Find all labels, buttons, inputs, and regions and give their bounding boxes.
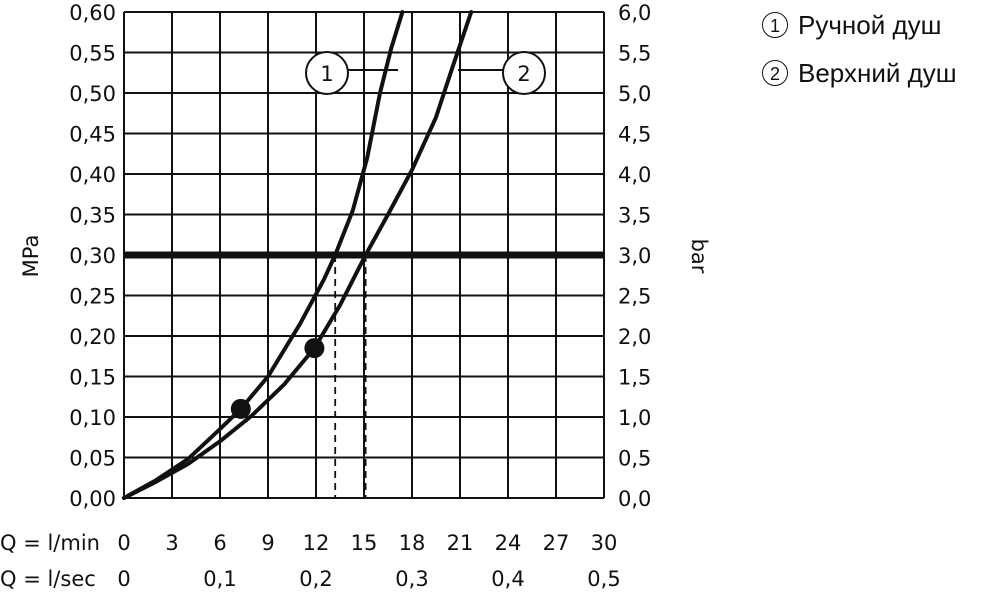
right-tick-label: 2,5 <box>618 285 651 309</box>
callout-label-1: 1 <box>320 62 333 86</box>
left-tick-label: 0,45 <box>69 123 116 147</box>
legend-number-1: 1 <box>762 12 788 38</box>
x-tick-min-label: 18 <box>399 531 426 555</box>
x-tick-min-label: 0 <box>117 531 130 555</box>
legend-item-1: 1 Ручной душ <box>762 10 941 41</box>
legend-label-1: Ручной душ <box>798 10 942 40</box>
right-tick-label: 5,0 <box>618 82 651 106</box>
x-tick-min-label: 21 <box>447 531 474 555</box>
legend-item-2: 2 Верхний душ <box>762 58 957 89</box>
right-tick-label: 3,5 <box>618 204 651 228</box>
x-tick-min-label: 9 <box>261 531 274 555</box>
x-tick-sec-label: 0 <box>117 567 130 591</box>
curves <box>122 10 474 500</box>
right-axis-title: bar <box>687 239 711 274</box>
left-tick-label: 0,55 <box>69 42 116 66</box>
x-tick-sec-label: 0,4 <box>491 567 524 591</box>
left-tick-label: 0,00 <box>69 487 116 511</box>
right-tick-label: 1,0 <box>618 406 651 430</box>
curve-1 <box>122 10 405 500</box>
x-tick-min-label: 30 <box>591 531 618 555</box>
right-tick-label: 3,0 <box>618 244 651 268</box>
right-tick-label: 1,5 <box>618 366 651 390</box>
left-tick-label: 0,20 <box>69 325 116 349</box>
left-tick-label: 0,50 <box>69 82 116 106</box>
curve-2 <box>122 10 474 500</box>
x-tick-min-label: 12 <box>303 531 330 555</box>
left-tick-label: 0,60 <box>69 1 116 25</box>
x-tick-min-label: 6 <box>213 531 226 555</box>
right-tick-label: 6,0 <box>618 1 651 25</box>
right-tick-label: 0,5 <box>618 447 651 471</box>
x-axis-ticks: 0 3 6 9 12 15 18 21 24 27 30 0 0,1 0,2 0,3 0,4 0,5 <box>117 531 620 591</box>
curve-marker-1 <box>230 398 251 419</box>
left-axis-title: MPa <box>19 235 43 278</box>
curve-marker-2 <box>304 338 325 359</box>
drop-lines <box>334 255 367 498</box>
callout-circle-1 <box>305 51 349 95</box>
left-tick-label: 0,25 <box>69 285 116 309</box>
legend-number-2: 2 <box>762 60 788 86</box>
left-axis-ticks: 0,00 0,05 0,10 0,15 0,20 0,25 0,30 0,35 0,40 0,45… <box>69 1 116 511</box>
x-tick-sec-label: 0,3 <box>395 567 428 591</box>
x-axis-min-label: Q = l/min <box>0 531 100 555</box>
x-tick-min-label: 15 <box>351 531 378 555</box>
markers <box>230 338 325 419</box>
callout-circle-2 <box>502 51 546 95</box>
right-tick-label: 4,5 <box>618 123 651 147</box>
x-tick-sec-label: 0,1 <box>203 567 236 591</box>
x-tick-sec-label: 0,5 <box>587 567 620 591</box>
right-tick-label: 2,0 <box>618 325 651 349</box>
x-tick-min-label: 3 <box>165 531 178 555</box>
x-tick-sec-label: 0,2 <box>299 567 332 591</box>
x-tick-min-label: 24 <box>495 531 522 555</box>
left-tick-label: 0,10 <box>69 406 116 430</box>
left-tick-label: 0,30 <box>69 244 116 268</box>
right-tick-label: 5,5 <box>618 42 651 66</box>
right-tick-label: 0,0 <box>618 487 651 511</box>
left-tick-label: 0,40 <box>69 163 116 187</box>
right-tick-label: 4,0 <box>618 163 651 187</box>
callout-label-2: 2 <box>517 62 530 86</box>
left-tick-label: 0,05 <box>69 447 116 471</box>
legend-label-2: Верхний душ <box>798 58 957 88</box>
left-tick-label: 0,35 <box>69 204 116 228</box>
right-axis-ticks: 0,0 0,5 1,0 1,5 2,0 2,5 3,0 3,5 4,0 4,5 5,0 5,5 6,0 <box>618 1 651 511</box>
left-tick-label: 0,15 <box>69 366 116 390</box>
x-axis-sec-label: Q = l/sec <box>0 567 96 591</box>
x-tick-min-label: 27 <box>543 531 570 555</box>
